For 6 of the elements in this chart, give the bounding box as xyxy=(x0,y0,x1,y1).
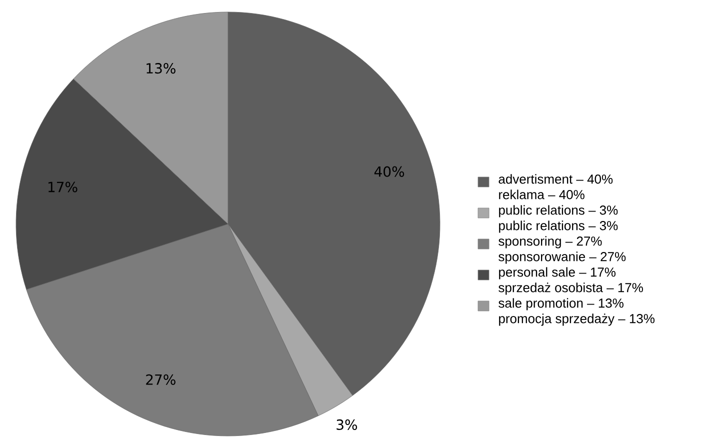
data-label: 13% xyxy=(146,63,176,74)
legend-label: sale promotion – 13% promocja sprzedaży – 13% xyxy=(498,298,655,326)
data-label: 17% xyxy=(48,182,78,192)
data-label: 3% xyxy=(336,419,358,430)
data-label: 27% xyxy=(146,374,176,385)
data-label: 40% xyxy=(374,166,404,177)
